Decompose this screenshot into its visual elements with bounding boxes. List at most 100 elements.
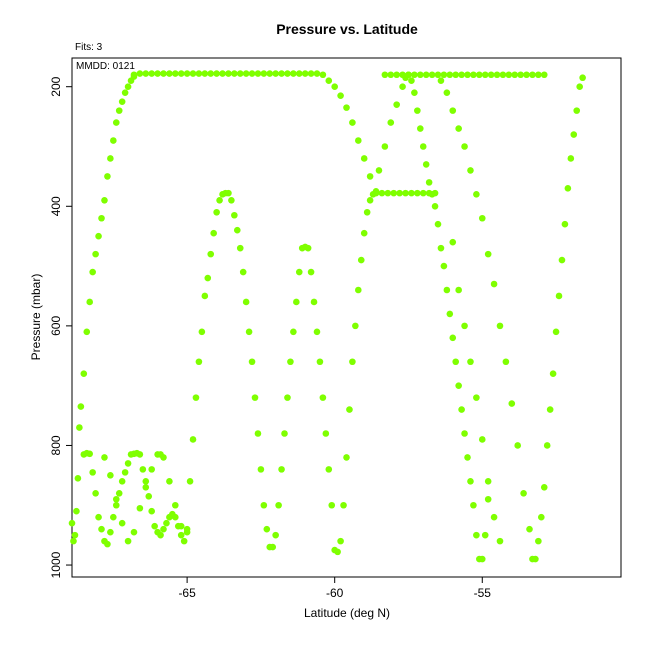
- data-point: [484, 478, 492, 485]
- data-point: [275, 501, 282, 509]
- data-point: [419, 143, 427, 150]
- data-point: [172, 70, 179, 77]
- data-point: [411, 89, 418, 96]
- data-point: [372, 189, 380, 197]
- data-point: [428, 191, 436, 198]
- data-point: [295, 268, 303, 276]
- data-point: [257, 466, 265, 473]
- data-point: [278, 70, 285, 77]
- y-tick-label: 400: [49, 196, 63, 216]
- data-point: [331, 83, 338, 91]
- data-point: [467, 478, 474, 485]
- x-tick-label: -55: [474, 586, 492, 600]
- data-point: [517, 71, 524, 79]
- data-point: [290, 328, 297, 336]
- data-point: [301, 70, 309, 77]
- data-point: [110, 513, 117, 521]
- data-point: [546, 406, 554, 413]
- data-point: [107, 528, 114, 536]
- data-point: [293, 298, 300, 306]
- data-point: [499, 71, 507, 79]
- data-point: [157, 531, 164, 539]
- data-point: [295, 70, 303, 77]
- x-tick-label: -60: [326, 586, 344, 600]
- data-point: [322, 430, 330, 437]
- data-point: [328, 501, 336, 509]
- data-point: [73, 507, 80, 515]
- data-point: [207, 250, 215, 258]
- data-point: [284, 70, 291, 77]
- data-point: [334, 548, 341, 556]
- data-point: [228, 197, 235, 204]
- data-point: [390, 189, 398, 197]
- data-point: [74, 475, 82, 482]
- data-point: [236, 70, 244, 77]
- data-point: [110, 137, 117, 144]
- data-point: [281, 430, 288, 437]
- data-point: [461, 143, 468, 150]
- data-point: [225, 70, 232, 77]
- data-point: [419, 189, 427, 197]
- data-point: [437, 244, 445, 252]
- data-point: [579, 74, 586, 82]
- data-point: [130, 71, 138, 79]
- data-point: [204, 274, 212, 282]
- data-point: [80, 370, 88, 378]
- data-point: [455, 125, 462, 132]
- data-point: [145, 492, 153, 500]
- data-point: [225, 189, 232, 197]
- y-tick-label: 600: [49, 316, 63, 336]
- data-point: [567, 155, 575, 162]
- data-point: [71, 531, 79, 539]
- data-point: [402, 189, 409, 197]
- data-point: [363, 208, 371, 216]
- data-point: [396, 189, 403, 197]
- data-point: [316, 358, 324, 366]
- data-point: [104, 173, 111, 180]
- data-point: [343, 454, 350, 461]
- data-point: [101, 454, 108, 461]
- x-axis-label: Latitude (deg N): [304, 606, 390, 620]
- data-point: [564, 185, 572, 192]
- data-point: [92, 250, 99, 258]
- data-point: [136, 70, 144, 77]
- data-point: [416, 125, 424, 132]
- data-point: [476, 71, 483, 79]
- data-point: [68, 519, 76, 527]
- data-points: [68, 70, 586, 563]
- data-point: [307, 268, 315, 276]
- data-point: [452, 358, 460, 366]
- data-point: [142, 484, 150, 491]
- data-point: [529, 71, 536, 79]
- data-point: [254, 70, 262, 77]
- data-point: [118, 519, 126, 527]
- data-point: [207, 70, 215, 77]
- data-point: [467, 167, 474, 174]
- data-point: [558, 256, 566, 264]
- data-point: [136, 451, 144, 458]
- data-point: [473, 191, 480, 198]
- data-point: [231, 70, 238, 77]
- data-point: [95, 232, 102, 240]
- data-point: [408, 77, 415, 85]
- data-point: [378, 189, 386, 197]
- data-point: [189, 436, 197, 443]
- data-point: [148, 70, 155, 77]
- data-point: [287, 358, 294, 366]
- x-axis: -65 -60 -55: [178, 577, 491, 600]
- data-point: [446, 71, 454, 79]
- data-point: [496, 322, 504, 330]
- data-point: [337, 92, 344, 99]
- data-point: [393, 71, 400, 79]
- data-point: [540, 71, 548, 79]
- data-point: [366, 197, 374, 204]
- data-point: [121, 89, 129, 96]
- data-point: [180, 537, 188, 545]
- data-point: [360, 155, 368, 162]
- data-point: [431, 202, 439, 210]
- data-point: [473, 394, 480, 401]
- y-axis-label: Pressure (mbar): [29, 274, 43, 361]
- data-point: [86, 298, 94, 306]
- data-point: [405, 71, 412, 79]
- data-point: [508, 400, 516, 407]
